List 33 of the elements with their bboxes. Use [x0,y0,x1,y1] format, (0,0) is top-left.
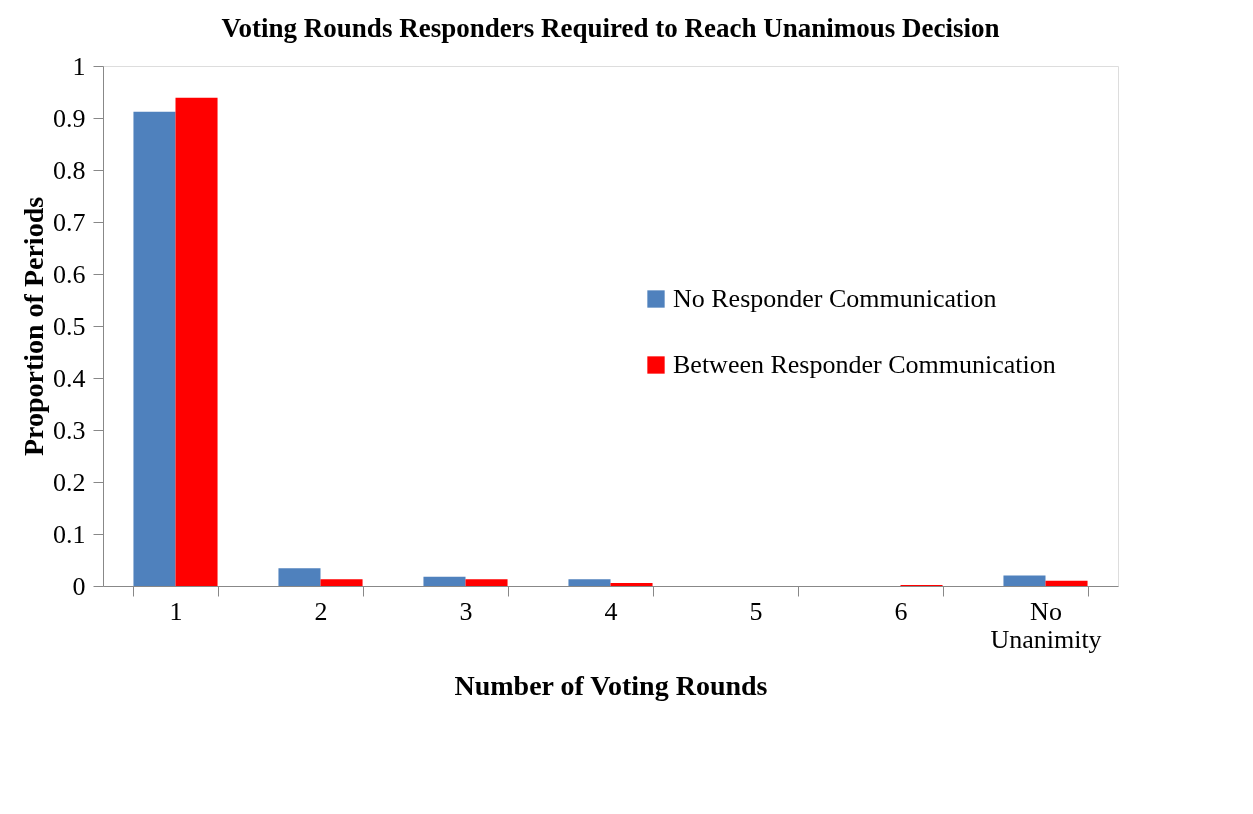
y-tick-label: 0.2 [53,467,86,497]
x-axis-title: Number of Voting Rounds [454,669,768,701]
y-tick-label: 0.4 [53,363,86,393]
y-tick-label: 0.8 [53,155,86,185]
y-tick-label: 0.6 [53,259,86,289]
y-tick-label: 0 [72,571,86,601]
x-tick-label: 6 [894,596,908,626]
bar [1045,580,1088,586]
bar [610,582,653,586]
bar [1003,575,1046,586]
x-tick-label: 4 [604,596,618,626]
bar [278,568,321,586]
y-axis-title: Proportion of Periods [18,196,49,457]
x-tick-label: 2 [314,596,328,626]
bar [465,579,508,586]
y-tick-label: 0.3 [53,415,86,445]
bar [320,579,363,586]
y-tick-label: 0.5 [53,311,86,341]
legend-label: No Responder Communication [673,284,997,313]
bar [175,97,218,586]
y-tick-label: 0.9 [53,103,86,133]
x-tick-label: No Unanimity [990,596,1102,654]
bar [133,111,176,586]
bar [568,579,611,586]
x-tick-label: 3 [459,596,473,626]
chart-title: Voting Rounds Responders Required to Reach Unanimous Decision [221,13,1000,43]
y-tick-label: 0.1 [53,519,86,549]
x-tick-label: 1 [169,596,183,626]
y-tick-label: 0.7 [53,207,86,237]
y-tick-label: 1 [72,51,86,81]
x-tick-label: 5 [749,596,763,626]
bar [423,576,466,586]
legend-label: Between Responder Communication [673,350,1056,379]
